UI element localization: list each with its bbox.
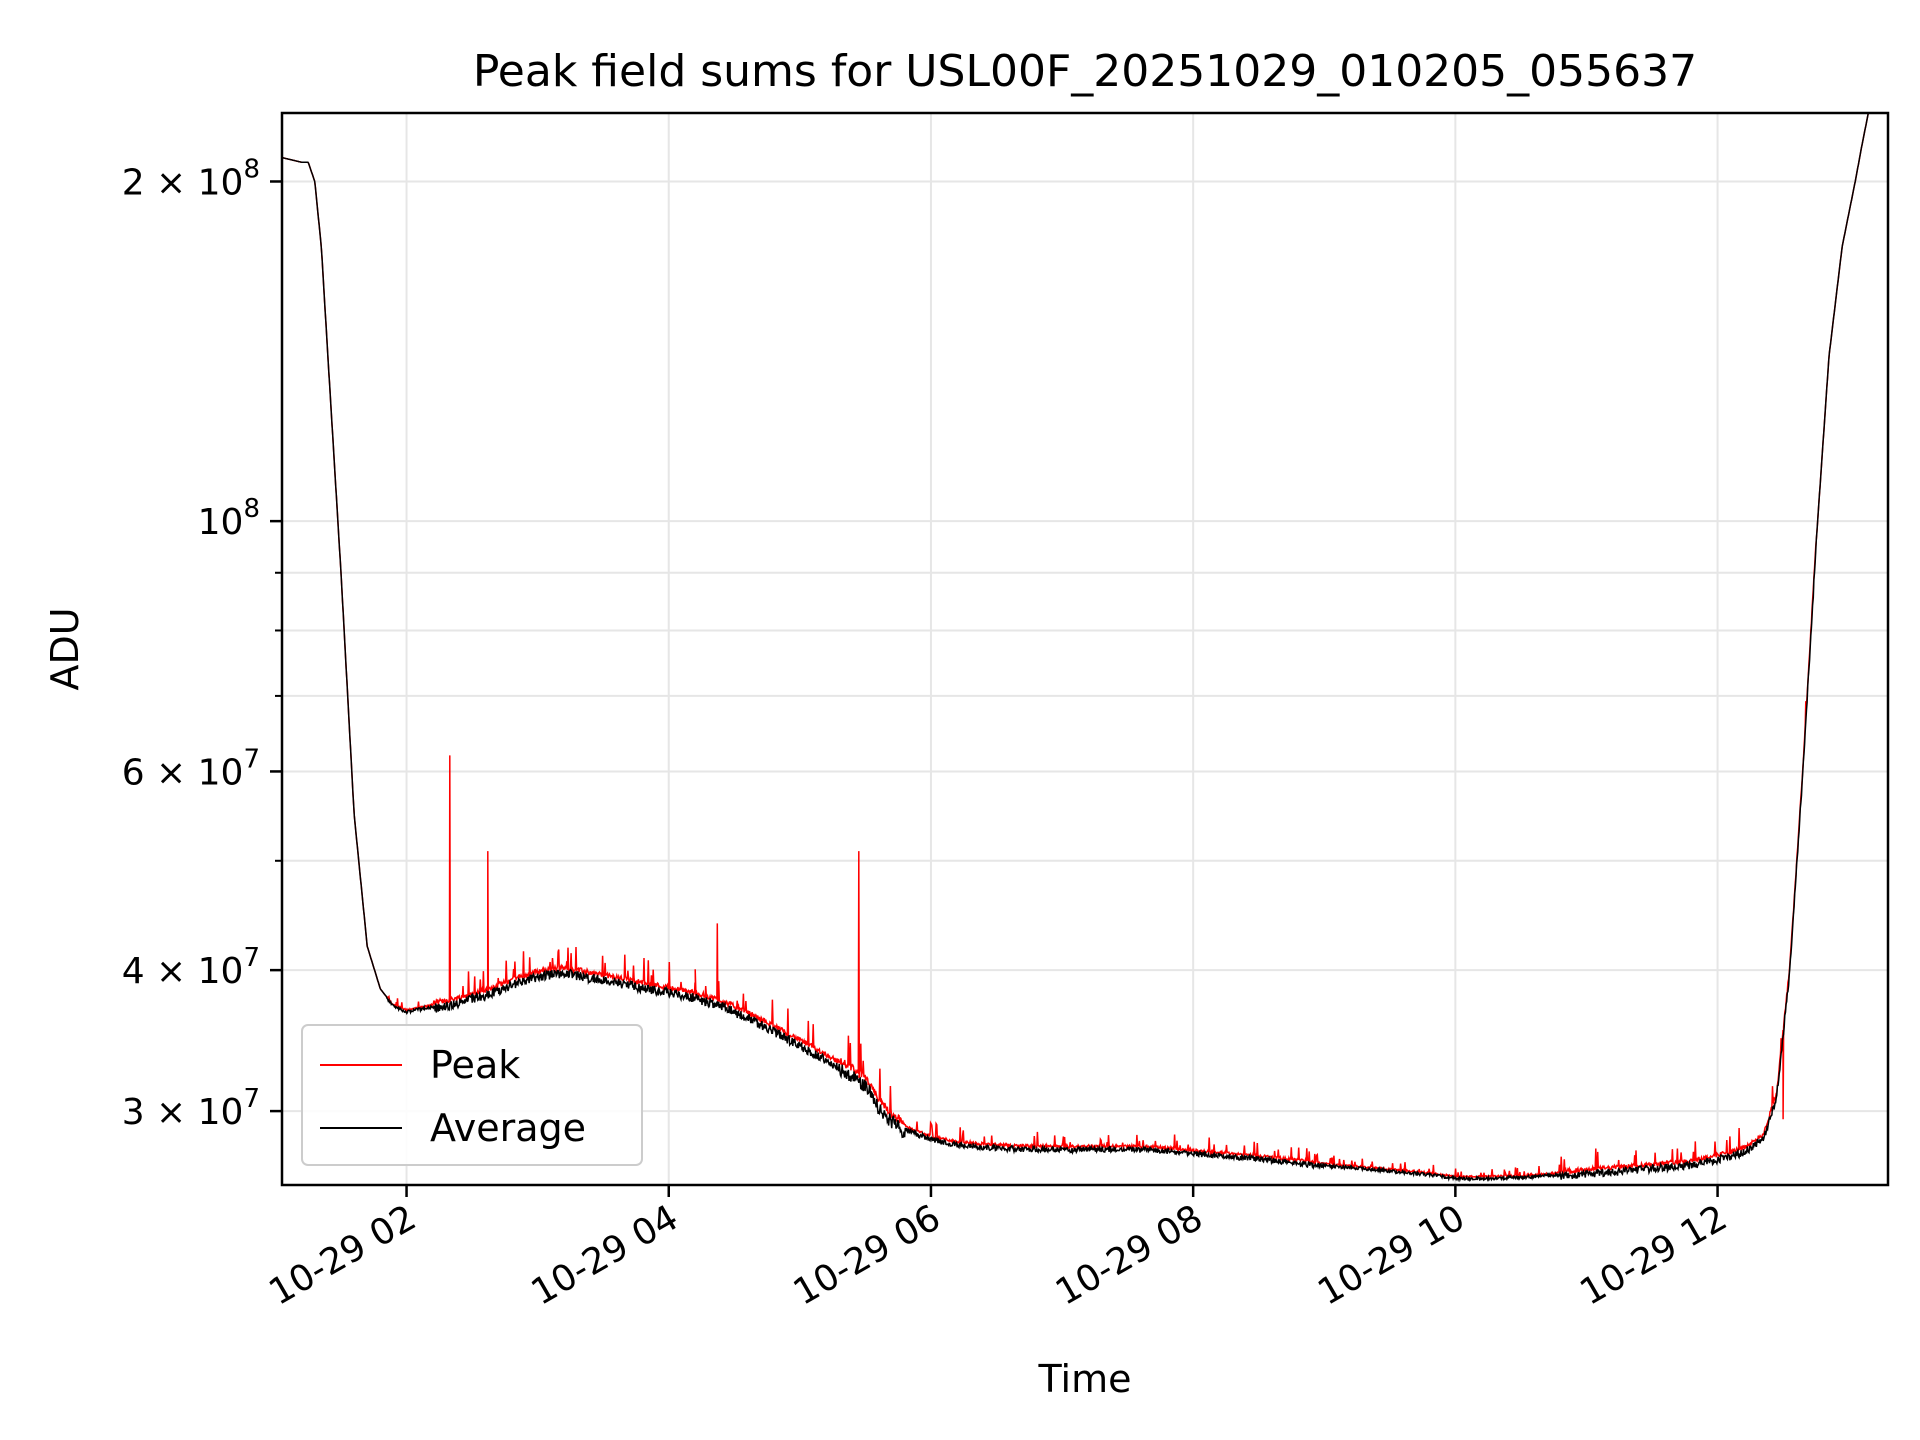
y-tick-label: 3 × 107 — [122, 1084, 260, 1133]
y-tick-label: 4 × 107 — [122, 943, 260, 992]
x-tick-label: 10-29 12 — [1573, 1197, 1734, 1313]
legend: Peak Average — [301, 1024, 643, 1166]
y-axis-label: ADU — [43, 607, 87, 690]
y-tick-label: 108 — [198, 494, 260, 543]
plot-frame — [280, 111, 1890, 1187]
x-axis-label: Time — [1038, 1357, 1132, 1401]
chart-title: Peak field sums for USL00F_20251029_0102… — [473, 46, 1697, 97]
legend-label: Average — [430, 1106, 586, 1150]
x-tick-label: 10-29 04 — [525, 1197, 686, 1313]
plot-area — [282, 113, 1888, 1183]
grid — [282, 113, 1888, 1185]
x-tick-label: 10-29 06 — [787, 1197, 948, 1313]
legend-box — [301, 1024, 643, 1166]
x-tick-label: 10-29 10 — [1311, 1197, 1472, 1313]
series-line-average — [282, 113, 1888, 1183]
y-axis: 3 × 107 4 × 107 6 × 107 108 2 × 108 — [122, 154, 282, 1133]
y-tick-label: 2 × 108 — [122, 154, 260, 203]
legend-label: Peak — [430, 1043, 520, 1087]
x-axis: 10-29 02 10-29 04 10-29 06 10-29 08 10-29 10… — [262, 1185, 1734, 1314]
y-tick-label: 6 × 107 — [122, 744, 260, 793]
x-tick-label: 10-29 08 — [1049, 1197, 1210, 1313]
series-line-peak — [282, 113, 1888, 1180]
x-tick-label: 10-29 02 — [262, 1197, 423, 1313]
